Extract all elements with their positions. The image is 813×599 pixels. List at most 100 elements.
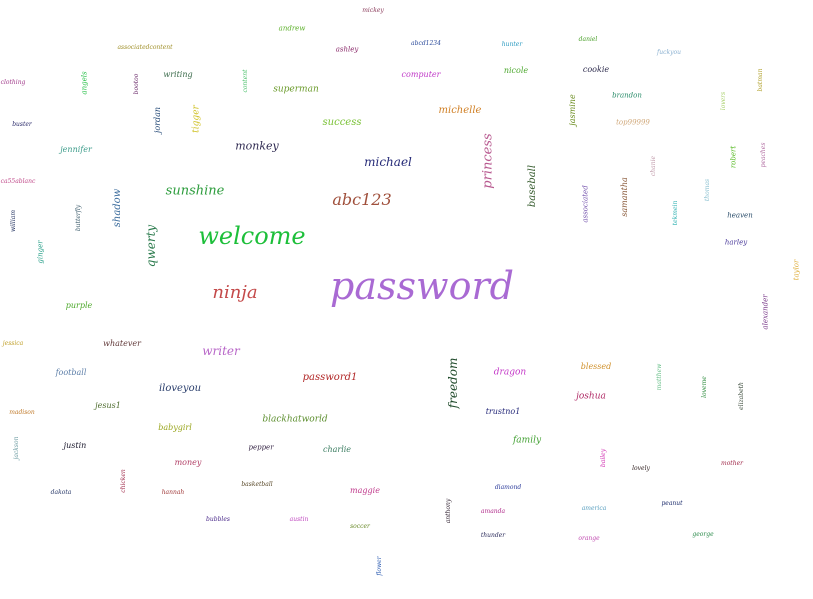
word-butterfly: butterfly xyxy=(75,204,82,232)
word-joshua: joshua xyxy=(576,391,606,402)
word-bootoo: bootoo xyxy=(133,73,140,95)
word-diamond: diamond xyxy=(494,484,522,491)
word-mother: mother xyxy=(721,460,743,467)
word-qwerty: qwerty xyxy=(144,224,158,268)
word-jasmine: jasmine xyxy=(568,94,577,126)
word-purple: purple xyxy=(65,301,93,310)
word-matthew: matthew xyxy=(656,363,663,391)
word-baseball: baseball xyxy=(527,164,538,208)
word-princess: princess xyxy=(480,133,496,189)
word-writing: writing xyxy=(163,70,193,79)
word-anthony: anthony xyxy=(445,498,452,524)
word-dakota: dakota xyxy=(50,489,72,496)
word-samantha: samantha xyxy=(620,177,629,217)
word-abcd1234: abcd1234 xyxy=(411,40,441,47)
word-lovely: lovely xyxy=(632,465,650,472)
word-orange: orange xyxy=(578,535,600,542)
word-chanie: chanie xyxy=(650,155,657,177)
word-top99999: top99999 xyxy=(616,118,650,127)
word-computer: computer xyxy=(401,70,441,79)
word-ca55ablanc: ca55ablanc xyxy=(0,178,36,185)
word-trustno1: trustno1 xyxy=(485,407,521,416)
word-justin: justin xyxy=(63,441,87,450)
word-sunshine: sunshine xyxy=(165,183,225,199)
word-michelle: michelle xyxy=(438,105,482,116)
word-michael: michael xyxy=(364,155,412,169)
word-basketball: basketball xyxy=(241,481,273,488)
word-loveme: loveme xyxy=(701,376,708,398)
word-harley: harley xyxy=(724,238,748,247)
word-shadow: shadow xyxy=(112,188,123,228)
word-jackson: jackson xyxy=(13,436,20,460)
word-taylor: taylor xyxy=(792,259,801,281)
word-cookie: cookie xyxy=(582,65,610,74)
word-content: content xyxy=(242,69,249,93)
word-elizabeth: elizabeth xyxy=(738,382,745,410)
word-brandon: brandon xyxy=(612,91,642,100)
word-iloveyou: iloveyou xyxy=(158,383,202,394)
word-angels: angels xyxy=(80,71,89,95)
word-success: success xyxy=(322,117,362,128)
word-dragon: dragon xyxy=(493,367,527,378)
word-chicken: chicken xyxy=(120,469,127,493)
word-madison: madison xyxy=(9,409,35,416)
word-writer: writer xyxy=(202,344,240,358)
word-thunder: thunder xyxy=(480,532,506,539)
word-charlie: charlie xyxy=(322,445,352,454)
word-blackhatworld: blackhatworld xyxy=(262,414,328,425)
word-monkey: monkey xyxy=(235,139,279,153)
word-hunter: hunter xyxy=(501,41,523,48)
word-maggie: maggie xyxy=(350,486,380,495)
word-money: money xyxy=(174,458,202,467)
word-bubbles: bubbles xyxy=(206,516,230,523)
word-bailey: bailey xyxy=(600,448,607,468)
word-whatever: whatever xyxy=(103,339,141,348)
word-welcome: welcome xyxy=(198,222,306,250)
word-superman: superman xyxy=(273,84,319,95)
word-flower: flower xyxy=(376,556,383,576)
word-peaches: peaches xyxy=(760,142,767,168)
word-soccer: soccer xyxy=(350,523,370,530)
word-freedom: freedom xyxy=(446,357,460,409)
word-ninja: ninja xyxy=(212,282,258,303)
word-jesus1: jesus1 xyxy=(95,401,121,410)
word-hannah: hannah xyxy=(161,489,185,496)
word-george: george xyxy=(692,531,714,538)
word-password1: password1 xyxy=(302,372,358,383)
word-ashley: ashley xyxy=(335,45,359,54)
word-pepper: pepper xyxy=(248,443,274,452)
word-password: password xyxy=(330,264,514,308)
word-nicole: nicole xyxy=(503,66,529,75)
word-fuckyou: fuckyou xyxy=(657,49,681,56)
word-thomas: thomas xyxy=(704,178,711,202)
word-heaven: heaven xyxy=(727,211,753,220)
word-jessica: jessica xyxy=(2,340,24,347)
word-jordan: jordan xyxy=(153,106,162,134)
word-america: america xyxy=(581,505,607,512)
word-family: family xyxy=(512,435,542,446)
word-ginger: ginger xyxy=(36,240,45,264)
word-jennifer: jennifer xyxy=(60,145,92,154)
word-blessed: blessed xyxy=(580,362,612,371)
word-amanda: amanda xyxy=(480,508,506,515)
word-tekmein: tekmein xyxy=(672,200,679,226)
word-austin: austin xyxy=(289,516,309,523)
word-tigger: tigger xyxy=(191,105,202,133)
word-associated: associated xyxy=(581,185,590,223)
word-alexander: alexander xyxy=(761,294,770,330)
word-batman: batman xyxy=(757,68,764,92)
word-daniel: daniel xyxy=(578,36,598,43)
word-clothing: clothing xyxy=(0,79,26,86)
word-associatedcontent: associatedcontent xyxy=(117,44,173,51)
word-mickey: mickey xyxy=(362,7,384,14)
word-robert: robert xyxy=(729,145,738,169)
word-abc123: abc123 xyxy=(332,190,392,209)
word-lovers: lovers xyxy=(720,91,727,111)
word-buster: buster xyxy=(12,121,32,128)
word-babygirl: babygirl xyxy=(158,423,192,432)
word-william: william xyxy=(10,209,17,233)
word-andrew: andrew xyxy=(278,24,306,33)
word-peanut: peanut xyxy=(661,500,683,507)
word-football: football xyxy=(55,368,87,377)
